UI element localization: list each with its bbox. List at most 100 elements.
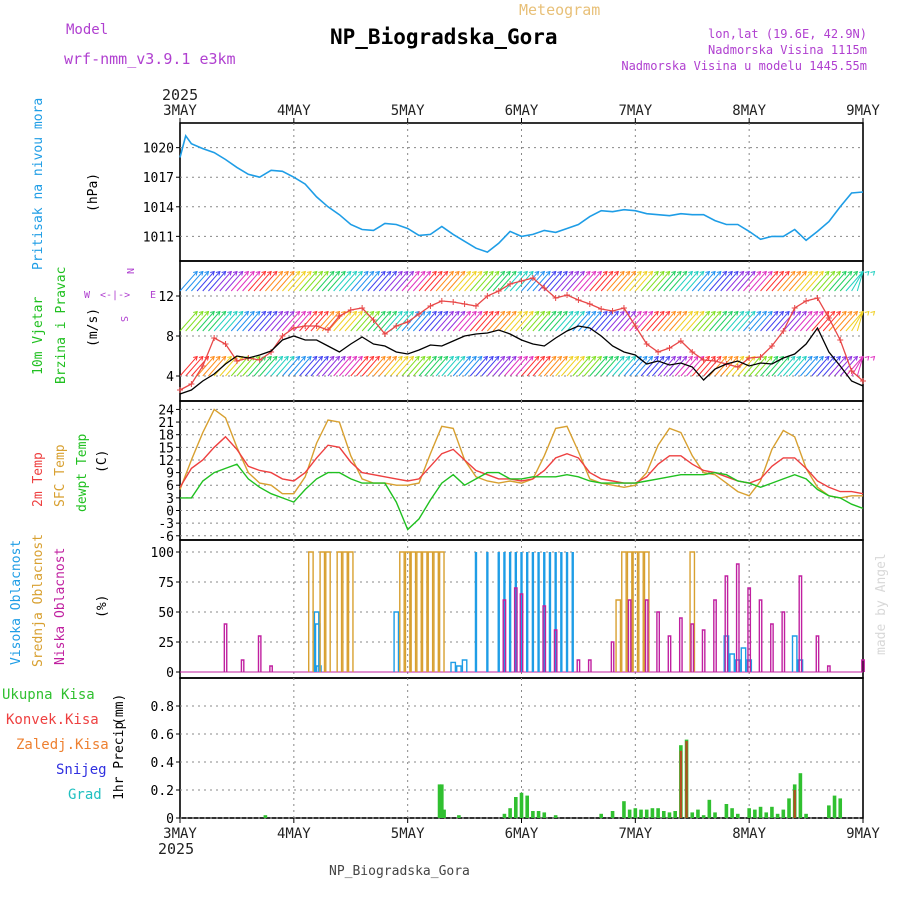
total-rain-bar: [502, 813, 507, 818]
wind-arrow-head: [346, 270, 352, 276]
wind-arrow: [412, 356, 431, 377]
wind-arrow-head: [500, 310, 506, 316]
wind-arrow: [845, 271, 864, 292]
wind-arrow-head: [870, 355, 876, 361]
wind-arrow-head: [215, 310, 221, 316]
wind-arrow-head: [335, 355, 341, 361]
wind-arrow-head: [671, 355, 676, 361]
wind-arrow-head: [784, 270, 790, 276]
gust-marker: [860, 378, 866, 384]
wind-arrow: [521, 356, 540, 377]
gust-marker: [712, 358, 719, 364]
gust-marker: [655, 349, 662, 355]
wind-arrow-head: [278, 355, 284, 361]
wind-arrow-head: [278, 310, 284, 316]
wind-arrow-head: [227, 355, 232, 361]
wind-arrow-head: [796, 270, 802, 276]
wind-arrow-head: [750, 270, 756, 276]
wind-arrow: [623, 271, 642, 292]
wind-arrow: [703, 356, 722, 377]
wind-arrow: [777, 271, 796, 292]
wind-arrow: [828, 356, 847, 377]
y-tick-label: 75: [158, 576, 174, 591]
total-rain-bar: [798, 773, 803, 818]
wind-arrow: [532, 311, 551, 332]
wind-arrow: [828, 271, 847, 292]
wind-arrow: [800, 356, 818, 377]
wind-arrow: [492, 311, 511, 332]
wind-arrow: [356, 356, 374, 377]
wind-arrow: [276, 356, 295, 377]
wind-arrow: [242, 271, 261, 292]
wind-arrow: [401, 356, 420, 377]
total-rain-bar: [519, 792, 524, 818]
wind-arrow-head: [392, 270, 398, 276]
wind-arrow: [629, 271, 648, 292]
wind-arrow-head: [631, 355, 637, 361]
wind-arrow: [805, 271, 824, 292]
wind-arrow: [629, 311, 648, 332]
wind-arrow-head: [733, 310, 739, 316]
wind-arrow-head: [198, 355, 204, 361]
wind-arrow: [259, 311, 278, 332]
wind-arrow: [669, 311, 688, 332]
wind-arrow-head: [301, 355, 306, 361]
wind-arrow: [236, 271, 255, 292]
wind-arrow: [663, 311, 682, 332]
wind-arrow: [253, 356, 272, 377]
y-tick-label: 1014: [143, 201, 174, 216]
wind-arrow: [617, 311, 636, 332]
wind-arrow-head: [716, 310, 722, 316]
wind-arrow: [555, 356, 574, 377]
wind-arrow: [669, 271, 688, 292]
wind-arrow-head: [614, 310, 619, 316]
wind-arrow-head: [272, 310, 278, 316]
wind-arrow-head: [397, 270, 403, 276]
wind-arrow-head: [659, 270, 665, 276]
gust-marker: [848, 368, 855, 374]
wind-arrow-head: [193, 310, 198, 316]
total-rain-bar: [707, 799, 712, 818]
wind-arrow: [578, 271, 596, 292]
wind-arrow-head: [830, 310, 836, 316]
wind-arrow: [526, 356, 545, 377]
bottom-day-label: 6MAY: [505, 826, 539, 842]
wind-arrow-head: [369, 270, 375, 276]
wind-arrow: [458, 311, 477, 332]
wind-arrow-head: [511, 270, 517, 276]
wind-arrow-head: [728, 270, 733, 276]
meteogram-label: Meteogram: [519, 1, 600, 19]
wind-arrow-head: [306, 355, 312, 361]
wind-arrow-head: [278, 270, 284, 276]
wind-arrow-head: [420, 355, 426, 361]
high-cloud-bar: [514, 552, 518, 672]
wind-arrow: [726, 311, 744, 332]
wind-arrow-head: [363, 355, 369, 361]
wind-arrow: [697, 311, 716, 332]
wind-arrow: [196, 271, 215, 292]
total-rain-bar: [804, 813, 808, 818]
wind-arrow: [805, 356, 824, 377]
wind-arrow: [492, 271, 511, 292]
low-cloud-bar: [798, 575, 803, 672]
wind-arrow-head: [483, 355, 489, 361]
top-day-label: 3MAY: [163, 103, 197, 119]
wind-arrow: [606, 271, 625, 292]
elevation-label: Nadmorska Visina 1115m: [708, 43, 867, 57]
gust-marker: [438, 298, 445, 304]
wind-arrow-head: [580, 310, 585, 316]
wind-arrow-head: [318, 355, 324, 361]
wind-arrow: [748, 271, 767, 292]
total-rain-bar: [696, 809, 700, 818]
wind-arrow-head: [449, 270, 454, 276]
low-cloud-bar: [861, 659, 865, 672]
wind-arrow: [219, 356, 238, 377]
wind-arrow-head: [312, 310, 318, 316]
wind-arrow: [264, 356, 283, 377]
wind-arrow: [822, 271, 841, 292]
wind-arrow: [384, 356, 403, 377]
total-rain-bar: [667, 812, 672, 818]
wind-arrow: [760, 356, 779, 377]
wind-arrow: [469, 356, 488, 377]
wind-arrow: [208, 356, 226, 377]
